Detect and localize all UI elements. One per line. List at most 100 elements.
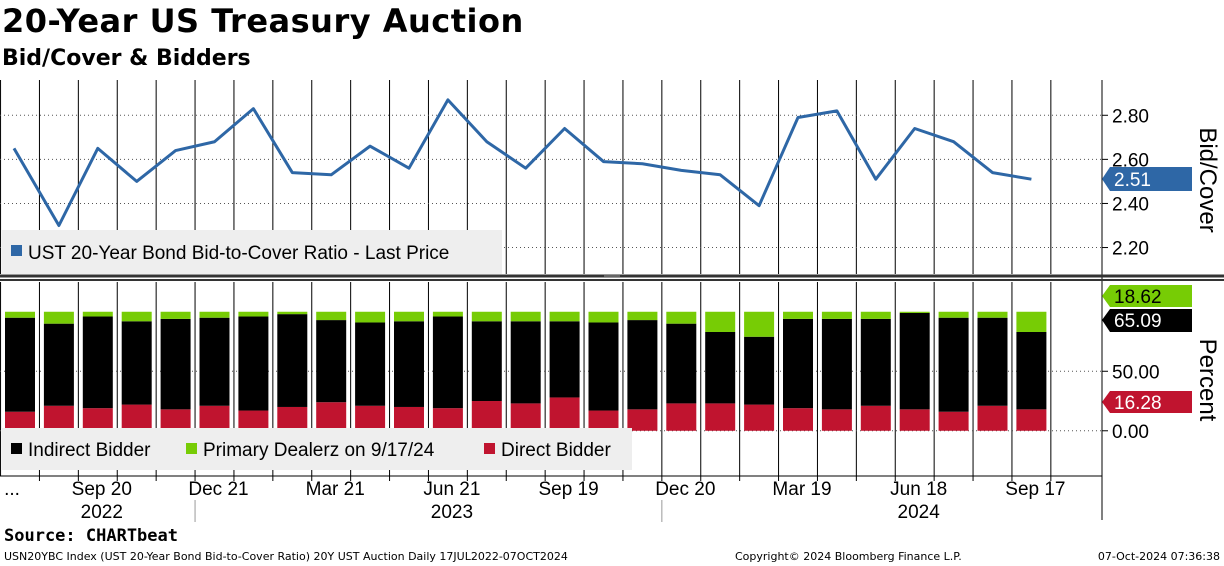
bar-primary <box>82 311 113 317</box>
bar-direct <box>783 408 813 431</box>
bar-direct <box>744 404 775 431</box>
bar-indirect <box>394 321 424 407</box>
bar-direct <box>977 405 1008 431</box>
bar-indirect <box>5 317 35 412</box>
chart-subtitle: Bid/Cover & Bidders <box>2 46 251 71</box>
bar-indirect <box>549 321 580 398</box>
bar-direct <box>394 406 424 431</box>
bar-primary <box>5 311 35 318</box>
top-legend-box <box>2 230 502 274</box>
bar-indirect <box>783 318 813 409</box>
bar-indirect <box>821 318 852 410</box>
legend-label-direct: Direct Bidder <box>501 440 611 461</box>
bar-indirect <box>744 336 775 405</box>
year-label: 2022 <box>81 502 123 523</box>
bar-primary <box>160 311 191 319</box>
bar-indirect <box>238 316 269 411</box>
x-tick-label: Sep 19 <box>538 479 598 500</box>
bar-direct <box>121 404 152 431</box>
y-tick-label: 2.60 <box>1112 150 1149 171</box>
top-legend-label: UST 20-Year Bond Bid-to-Cover Ratio - La… <box>28 243 449 264</box>
bar-indirect <box>471 321 502 402</box>
last-value-indirect: 65.09 <box>1114 311 1162 332</box>
bid-cover-line <box>12 98 1032 227</box>
bar-indirect <box>510 321 541 404</box>
bid-cover-line-layer <box>12 98 1032 227</box>
bar-direct <box>899 409 930 431</box>
bar-primary <box>938 311 969 318</box>
last-value-tag-bid-cover: 2.51 <box>1102 167 1192 191</box>
x-tick-label: Dec 20 <box>655 479 715 500</box>
bar-primary <box>277 311 308 315</box>
year-label: 2024 <box>898 502 941 523</box>
bar-primary <box>43 311 74 324</box>
bar-indirect <box>1016 331 1047 410</box>
y-tick-label: 0.00 <box>1112 422 1149 443</box>
bar-indirect <box>43 323 74 406</box>
bar-indirect <box>355 322 386 406</box>
y-tick-label: 2.40 <box>1112 194 1149 215</box>
bar-primary <box>977 311 1008 318</box>
bar-indirect <box>199 317 230 406</box>
bar-direct <box>471 401 502 431</box>
bar-direct <box>82 408 113 431</box>
bar-direct <box>938 411 969 431</box>
bar-indirect <box>588 322 619 411</box>
bar-direct <box>627 409 658 431</box>
x-tick-label: Sep 20 <box>72 479 132 500</box>
bar-indirect <box>277 314 308 407</box>
bar-primary <box>121 311 152 322</box>
x-tick-label: Mar 21 <box>306 479 365 500</box>
bar-direct <box>355 405 386 431</box>
bar-primary <box>199 311 230 318</box>
last-value-tag-primary: 18.62 <box>1102 285 1192 308</box>
y-tick-label: 2.80 <box>1112 106 1149 127</box>
x-tick-label: Jun 18 <box>890 479 947 500</box>
top-legend-swatch <box>11 245 22 256</box>
bar-primary <box>238 311 269 317</box>
legend-label-primary: Primary Dealerz on 9/17/24 <box>203 440 435 461</box>
y-tick-label: 2.20 <box>1112 239 1149 260</box>
bar-indirect <box>121 321 152 405</box>
bar-direct <box>666 403 697 431</box>
y-axis-title-percent: Percent <box>1194 339 1221 422</box>
bar-primary <box>471 311 502 322</box>
bar-primary <box>510 311 541 322</box>
bar-direct <box>238 410 269 431</box>
bar-primary <box>1016 311 1047 332</box>
bar-primary <box>666 311 697 324</box>
bar-direct <box>1016 409 1047 431</box>
bar-primary <box>899 311 930 313</box>
bar-direct <box>860 405 891 431</box>
bar-indirect <box>432 316 463 409</box>
x-tick-label: Jun 21 <box>423 479 480 500</box>
last-value-primary: 18.62 <box>1114 287 1162 308</box>
bar-direct <box>316 402 347 431</box>
bar-indirect <box>705 331 736 404</box>
legend-swatch-indirect <box>11 443 22 454</box>
bar-primary <box>783 311 813 319</box>
bar-primary <box>432 311 463 317</box>
bar-direct <box>705 403 736 431</box>
bar-direct <box>160 409 191 431</box>
bar-primary <box>860 311 891 319</box>
last-value-direct: 16.28 <box>1114 393 1162 414</box>
bar-direct <box>510 403 541 431</box>
bar-direct <box>199 405 230 431</box>
chart-title: 20-Year US Treasury Auction <box>2 2 524 40</box>
timestamp: 07-Oct-2024 07:36:38 <box>1097 550 1220 563</box>
bar-indirect <box>316 320 347 403</box>
bar-direct <box>821 409 852 431</box>
bar-primary <box>588 311 619 323</box>
bar-primary <box>355 311 386 323</box>
bottom-legend-box <box>2 428 632 470</box>
bar-indirect <box>899 312 930 410</box>
bar-direct <box>549 397 580 431</box>
bar-primary <box>627 311 658 321</box>
bar-indirect <box>627 320 658 410</box>
index-description: USN20YBC Index (UST 20-Year Bond Bid-to-… <box>4 550 568 563</box>
legend-swatch-direct <box>484 443 495 454</box>
bar-indirect <box>977 317 1008 406</box>
legend-swatch-primary <box>186 443 197 454</box>
